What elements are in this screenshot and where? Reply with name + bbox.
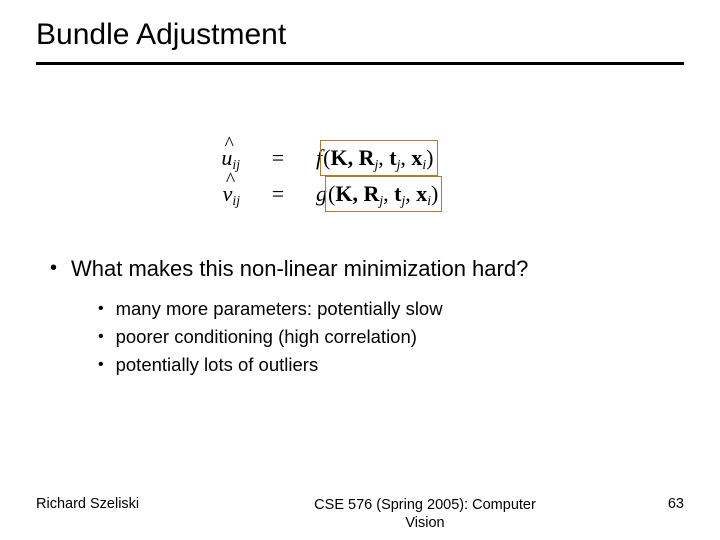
eq2-tj: j xyxy=(401,193,405,208)
eq1-args-box: (K, Rj, tj, xi) xyxy=(320,140,437,176)
footer-author: Richard Szeliski xyxy=(36,496,236,512)
eq1-t: t xyxy=(389,145,396,170)
bullet-icon: • xyxy=(98,326,104,348)
bullet-icon: • xyxy=(98,354,104,376)
main-bullet: • What makes this non-linear minimizatio… xyxy=(50,256,670,282)
footer-course: CSE 576 (Spring 2005): Computer Vision xyxy=(236,496,614,532)
eq2-x: x xyxy=(416,181,427,206)
eq1-equals: = xyxy=(270,141,286,175)
eq1-KR: K, R xyxy=(330,145,374,170)
eq2-xi: i xyxy=(427,193,431,208)
sub-bullet-text: many more parameters: potentially slow xyxy=(116,298,443,320)
sub-bullet-2: • poorer conditioning (high correlation) xyxy=(98,326,670,348)
eq1-rhs: f(K, Rj, tj, xi) xyxy=(316,140,438,176)
eq2-lhs: vij xyxy=(196,177,240,211)
eq1-x: x xyxy=(411,145,422,170)
eq1-Rj: j xyxy=(374,157,378,172)
footer-line2: Vision xyxy=(405,515,444,531)
main-bullet-text: What makes this non-linear minimization … xyxy=(71,256,528,282)
equation-row-2: vij = g(K, Rj, tj, xi) xyxy=(196,176,442,212)
eq2-Rj: j xyxy=(379,193,383,208)
footer-line1: CSE 576 (Spring 2005): Computer xyxy=(314,497,536,513)
eq2-rhs: g(K, Rj, tj, xi) xyxy=(316,176,442,212)
slide-footer: Richard Szeliski CSE 576 (Spring 2005): … xyxy=(36,496,684,532)
eq2-equals: = xyxy=(270,177,286,211)
footer-page-number: 63 xyxy=(614,496,684,512)
slide-title: Bundle Adjustment xyxy=(36,18,286,52)
eq1-xi: i xyxy=(422,157,426,172)
sub-bullet-3: • potentially lots of outliers xyxy=(98,354,670,376)
eq1-tj: j xyxy=(397,157,401,172)
sub-bullets: • many more parameters: potentially slow… xyxy=(98,298,670,376)
bullet-icon: • xyxy=(50,256,57,282)
eq2-KR: K, R xyxy=(335,181,379,206)
eq2-var: v xyxy=(223,181,233,206)
sub-bullet-text: poorer conditioning (high correlation) xyxy=(116,326,417,348)
sub-bullet-text: potentially lots of outliers xyxy=(116,354,319,376)
title-underline xyxy=(36,62,684,65)
bullet-region: • What makes this non-linear minimizatio… xyxy=(50,256,670,382)
sub-bullet-1: • many more parameters: potentially slow xyxy=(98,298,670,320)
bullet-icon: • xyxy=(98,298,104,320)
equations-block: uij = f(K, Rj, tj, xi) vij = g(K, Rj, tj… xyxy=(196,140,442,212)
eq2-args-box: (K, Rj, tj, xi) xyxy=(325,176,442,212)
slide: Bundle Adjustment uij = f(K, Rj, tj, xi)… xyxy=(0,0,720,540)
